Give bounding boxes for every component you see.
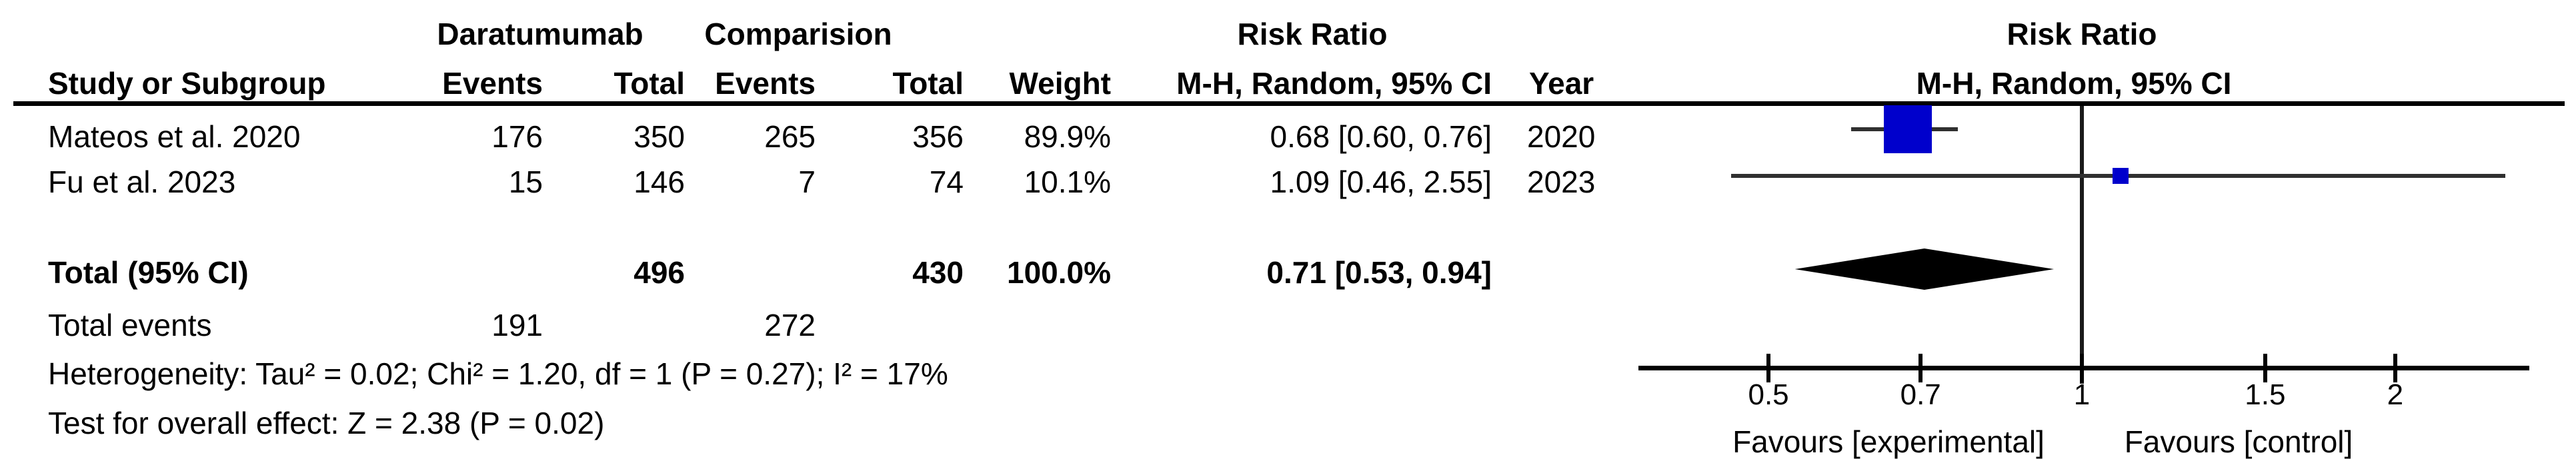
rr-ci-value: 1.09 [0.46, 2.55] bbox=[1270, 165, 1492, 199]
study-name: Mateos et al. 2020 bbox=[48, 119, 301, 154]
col-header-year: Year bbox=[1529, 66, 1594, 101]
x-axis-tick bbox=[2393, 354, 2397, 382]
x-axis-tick-label: 1 bbox=[2073, 378, 2091, 411]
total-events-label: Total events bbox=[48, 308, 212, 342]
x-axis-tick bbox=[1766, 354, 1771, 382]
x-axis-tick-label: 0.7 bbox=[1900, 378, 1941, 411]
null-effect-line bbox=[2080, 106, 2084, 384]
group1-header: Daratumumab bbox=[437, 17, 643, 51]
events1-value: 176 bbox=[491, 119, 543, 154]
favours-left-label: Favours [experimental] bbox=[1732, 424, 2045, 459]
total-events-group2: 272 bbox=[764, 308, 816, 342]
total-rr-ci: 0.71 [0.53, 0.94] bbox=[1266, 255, 1492, 290]
total-events-group1: 191 bbox=[491, 308, 543, 342]
col-header-study: Study or Subgroup bbox=[48, 66, 326, 101]
total2-value: 356 bbox=[912, 119, 964, 154]
plot-subtitle: M-H, Random, 95% CI bbox=[1916, 66, 2232, 101]
year-value: 2023 bbox=[1527, 165, 1596, 199]
weight-value: 10.1% bbox=[1024, 165, 1111, 199]
col-header-weight: Weight bbox=[1009, 66, 1111, 101]
rr-ci-value: 0.68 [0.60, 0.76] bbox=[1270, 119, 1492, 154]
favours-right-label: Favours [control] bbox=[2124, 424, 2353, 459]
events2-value: 265 bbox=[764, 119, 816, 154]
group2-header: Comparision bbox=[704, 17, 892, 51]
header-rule bbox=[13, 101, 2565, 106]
overall-effect-text: Test for overall effect: Z = 2.38 (P = 0… bbox=[48, 406, 605, 440]
x-axis-tick-label: 0.5 bbox=[1748, 378, 1789, 411]
total-n-group1: 496 bbox=[633, 255, 685, 290]
study-marker bbox=[1883, 105, 1932, 153]
risk-ratio-header-table: Risk Ratio bbox=[1237, 17, 1388, 51]
events2-value: 7 bbox=[798, 165, 816, 199]
total-n-group2: 430 bbox=[912, 255, 964, 290]
total-weight: 100.0% bbox=[1006, 255, 1111, 290]
col-header-events1: Events bbox=[442, 66, 543, 101]
x-axis-tick bbox=[1918, 354, 1923, 382]
total-row-label: Total (95% CI) bbox=[48, 255, 249, 290]
summary-diamond bbox=[1794, 248, 2055, 290]
total1-value: 146 bbox=[633, 165, 685, 199]
year-value: 2020 bbox=[1527, 119, 1596, 154]
x-axis-tick bbox=[2080, 354, 2084, 382]
risk-ratio-header-plot: Risk Ratio bbox=[2007, 17, 2157, 51]
x-axis-tick bbox=[2263, 354, 2267, 382]
weight-value: 89.9% bbox=[1024, 119, 1111, 154]
x-axis-tick-label: 1.5 bbox=[2245, 378, 2286, 411]
heterogeneity-text: Heterogeneity: Tau² = 0.02; Chi² = 1.20,… bbox=[48, 356, 948, 391]
study-marker bbox=[2113, 168, 2129, 184]
col-header-total1: Total bbox=[613, 66, 685, 101]
col-header-mh-ci: M-H, Random, 95% CI bbox=[1176, 66, 1492, 101]
total1-value: 350 bbox=[633, 119, 685, 154]
study-name: Fu et al. 2023 bbox=[48, 165, 236, 199]
x-axis-tick-label: 2 bbox=[2387, 378, 2404, 411]
events1-value: 15 bbox=[508, 165, 543, 199]
total2-value: 74 bbox=[929, 165, 964, 199]
col-header-events2: Events bbox=[715, 66, 816, 101]
col-header-total2: Total bbox=[892, 66, 964, 101]
